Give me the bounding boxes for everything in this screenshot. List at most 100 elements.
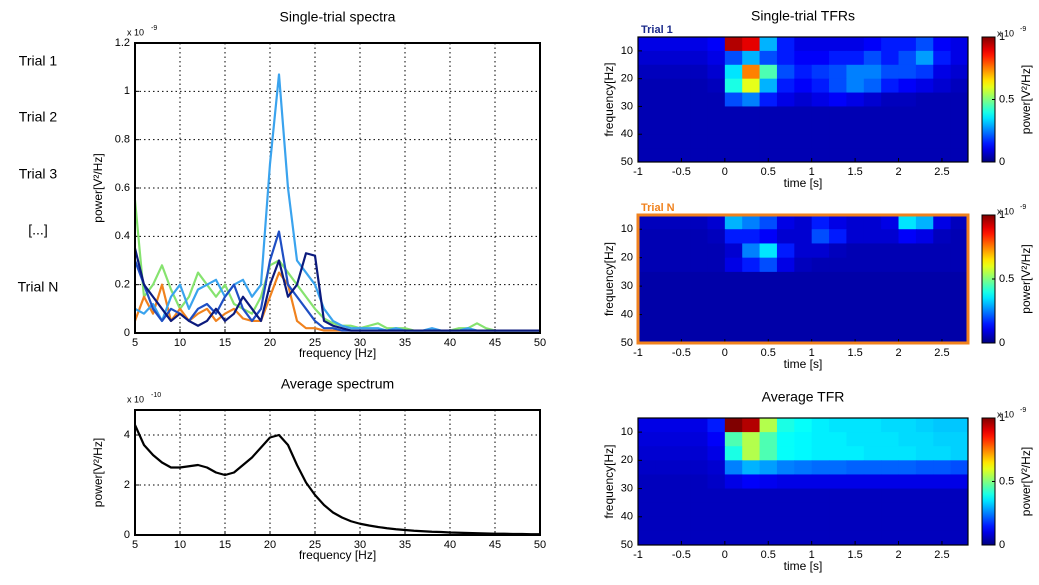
heatmap-cell	[950, 314, 969, 330]
heatmap-cell	[707, 502, 726, 518]
heatmap-cell	[950, 229, 969, 244]
heatmap-cell	[915, 474, 934, 490]
heatmap-cell	[829, 502, 847, 518]
heatmap-cell	[724, 488, 743, 504]
heatmap-cell	[655, 120, 674, 135]
heatmap-cell	[672, 120, 691, 135]
heatmap-cell	[794, 432, 813, 447]
heatmap-cell	[690, 50, 708, 66]
heatmap-cell	[690, 474, 708, 490]
heatmap-cell	[881, 328, 900, 344]
heatmap-cell	[881, 106, 900, 121]
heatmap-cell	[915, 148, 934, 163]
heatmap-cell	[794, 64, 813, 80]
heatmap-cell	[724, 64, 743, 80]
heatmap-cell	[898, 516, 917, 532]
heatmap-cell	[863, 78, 882, 94]
heatmap-cell	[829, 106, 847, 121]
heatmap-cell	[638, 37, 656, 52]
heatmap-cell	[776, 106, 795, 121]
heatmap-cell	[898, 78, 917, 94]
heatmap-cell	[933, 328, 952, 344]
x-tick-label: 45	[489, 539, 501, 551]
heatmap-cell	[794, 37, 813, 52]
row-label: [...]	[28, 222, 47, 238]
x-tick-label: 10	[174, 539, 186, 551]
heatmap-cell	[690, 286, 708, 301]
heatmap-cell	[829, 488, 847, 504]
x-tick-label: 1.5	[847, 347, 862, 359]
heatmap-cell	[672, 418, 691, 433]
heatmap-cell	[863, 92, 882, 107]
heatmap-cell	[933, 229, 952, 244]
x-tick-label: -0.5	[672, 549, 691, 561]
axis-exponent: -10	[151, 392, 161, 399]
heatmap-cell	[690, 488, 708, 504]
heatmap-cell	[742, 460, 761, 475]
heatmap-cell	[811, 229, 830, 244]
y-tick-label: 10	[621, 45, 633, 57]
heatmap-cell	[811, 78, 830, 94]
x-tick-label: -0.5	[672, 347, 691, 359]
heatmap-cell	[638, 432, 656, 447]
heatmap-cell	[811, 106, 830, 121]
heatmap-cell	[655, 50, 674, 66]
heatmap-cell	[724, 300, 743, 316]
heatmap-cell	[707, 314, 726, 330]
heatmap-cell	[811, 460, 830, 475]
heatmap-cell	[794, 488, 813, 504]
heatmap-cell	[672, 488, 691, 504]
heatmap-cell	[863, 446, 882, 461]
y-tick-label: 40	[621, 511, 633, 523]
heatmap-cell	[672, 474, 691, 490]
heatmap-cell	[915, 488, 934, 504]
x-tick-label: 2.5	[934, 166, 949, 178]
heatmap-cell	[933, 502, 952, 518]
heatmap-cell	[950, 286, 969, 301]
y-tick-label: 20	[621, 454, 633, 466]
row-label: Trial N	[18, 279, 59, 295]
heatmap-cell	[846, 474, 865, 490]
heatmap-cell	[724, 502, 743, 518]
heatmap-cell	[898, 530, 917, 546]
heatmap-cell	[776, 243, 795, 259]
y-tick-label: 30	[621, 280, 633, 292]
heatmap-cell	[690, 271, 708, 287]
x-axis-label: time [s]	[784, 357, 823, 371]
heatmap-cell	[950, 516, 969, 532]
heatmap-cell	[881, 148, 900, 163]
heatmap-cell	[690, 300, 708, 316]
heatmap-cell	[724, 418, 743, 433]
heatmap-cell	[776, 328, 795, 344]
x-tick-label: 1	[809, 347, 815, 359]
x-axis-label: time [s]	[784, 176, 823, 190]
heatmap-cell	[776, 92, 795, 107]
heatmap-cell	[672, 502, 691, 518]
panel-label: Trial 1	[641, 24, 673, 36]
y-tick-label: 0	[124, 529, 130, 541]
y-tick-label: 4	[124, 429, 130, 441]
heatmap-cell	[638, 106, 656, 121]
heatmap-cell	[655, 446, 674, 461]
heatmap-cell	[759, 257, 778, 273]
heatmap-cell	[811, 530, 830, 546]
heatmap-cell	[863, 418, 882, 433]
heatmap-cell	[794, 257, 813, 273]
heatmap-cell	[950, 243, 969, 259]
heatmap-cell	[638, 243, 656, 259]
heatmap-cell	[672, 286, 691, 301]
heatmap-cell	[829, 432, 847, 447]
heatmap-cell	[915, 460, 934, 475]
heatmap-cell	[759, 460, 778, 475]
heatmap-cell	[846, 92, 865, 107]
heatmap-cell	[776, 314, 795, 330]
heatmap-cell	[742, 243, 761, 259]
heatmap-cell	[707, 488, 726, 504]
heatmap-cell	[724, 516, 743, 532]
heatmap-cell	[881, 78, 900, 94]
heatmap-cell	[933, 530, 952, 546]
heatmap-cell	[829, 314, 847, 330]
x-tick-label: 40	[444, 337, 456, 349]
x-axis-label: time [s]	[784, 559, 823, 573]
plot-frame	[134, 42, 541, 334]
